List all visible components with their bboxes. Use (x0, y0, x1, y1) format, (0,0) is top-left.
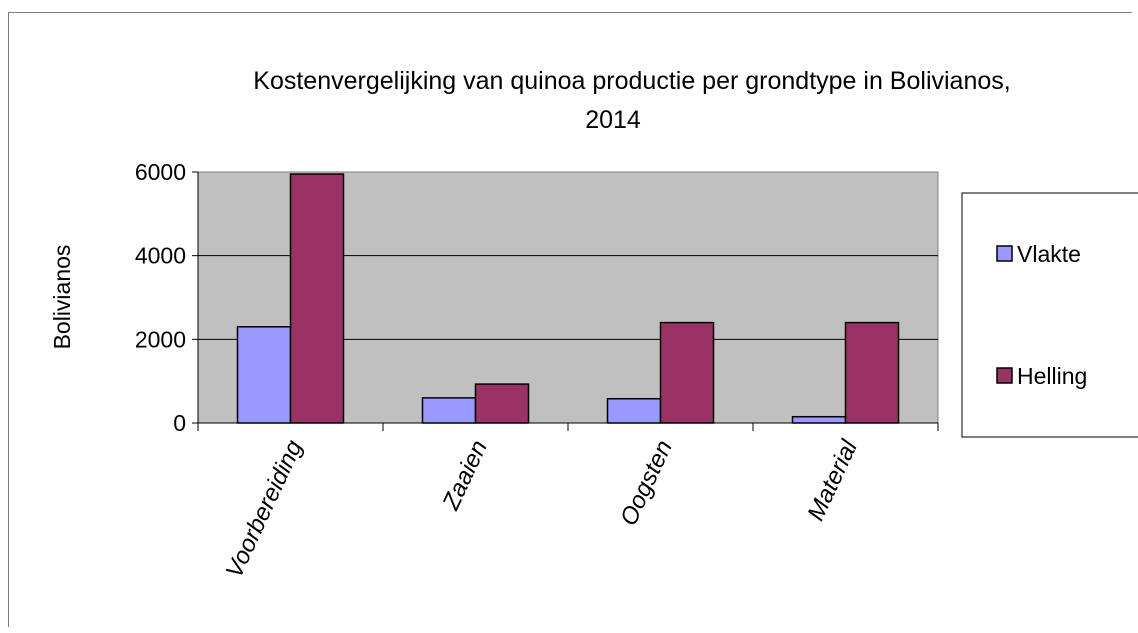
chart-title-line-2: 2014 (585, 106, 641, 134)
legend-label-vlakte: Vlakte (1017, 241, 1081, 267)
bar-helling-zaaien (474, 383, 530, 424)
bar-vlakte-voorbereiding (236, 326, 292, 424)
legend-box (961, 192, 1138, 438)
y-axis: 0 2000 4000 6000 (135, 159, 199, 436)
x-axis: Voorbereiding Zaaien Oogsten Material (197, 422, 939, 583)
legend-label-helling: Helling (1017, 363, 1087, 389)
legend-swatch-helling (996, 367, 1013, 384)
bar-helling-oogsten (659, 321, 715, 424)
x-tick-label-voorbereiding: Voorbereiding (221, 436, 309, 583)
chart-frame (8, 12, 1132, 627)
x-tick-label-material: Material (802, 436, 863, 525)
bar-vlakte-zaaien (421, 397, 477, 424)
y-tick-label-4000: 4000 (135, 243, 186, 269)
bar-helling-voorbereiding (289, 173, 345, 424)
y-tick-label-0: 0 (173, 410, 186, 436)
x-tick-label-oogsten: Oogsten (615, 436, 678, 530)
bar-vlakte-oogsten (606, 397, 662, 424)
x-tick-label-zaaien: Zaaien (437, 436, 493, 515)
y-tick-label-2000: 2000 (135, 326, 186, 352)
chart-title-line-1: Kostenvergelijking van quinoa productie … (253, 67, 1010, 95)
legend: Vlakte Helling (961, 192, 1138, 438)
legend-swatch-vlakte (996, 245, 1013, 262)
bar-helling-material (844, 321, 900, 424)
y-axis-label: Bolivianos (49, 245, 75, 350)
y-tick-label-6000: 6000 (135, 159, 186, 185)
bar-vlakte-material (791, 415, 847, 424)
